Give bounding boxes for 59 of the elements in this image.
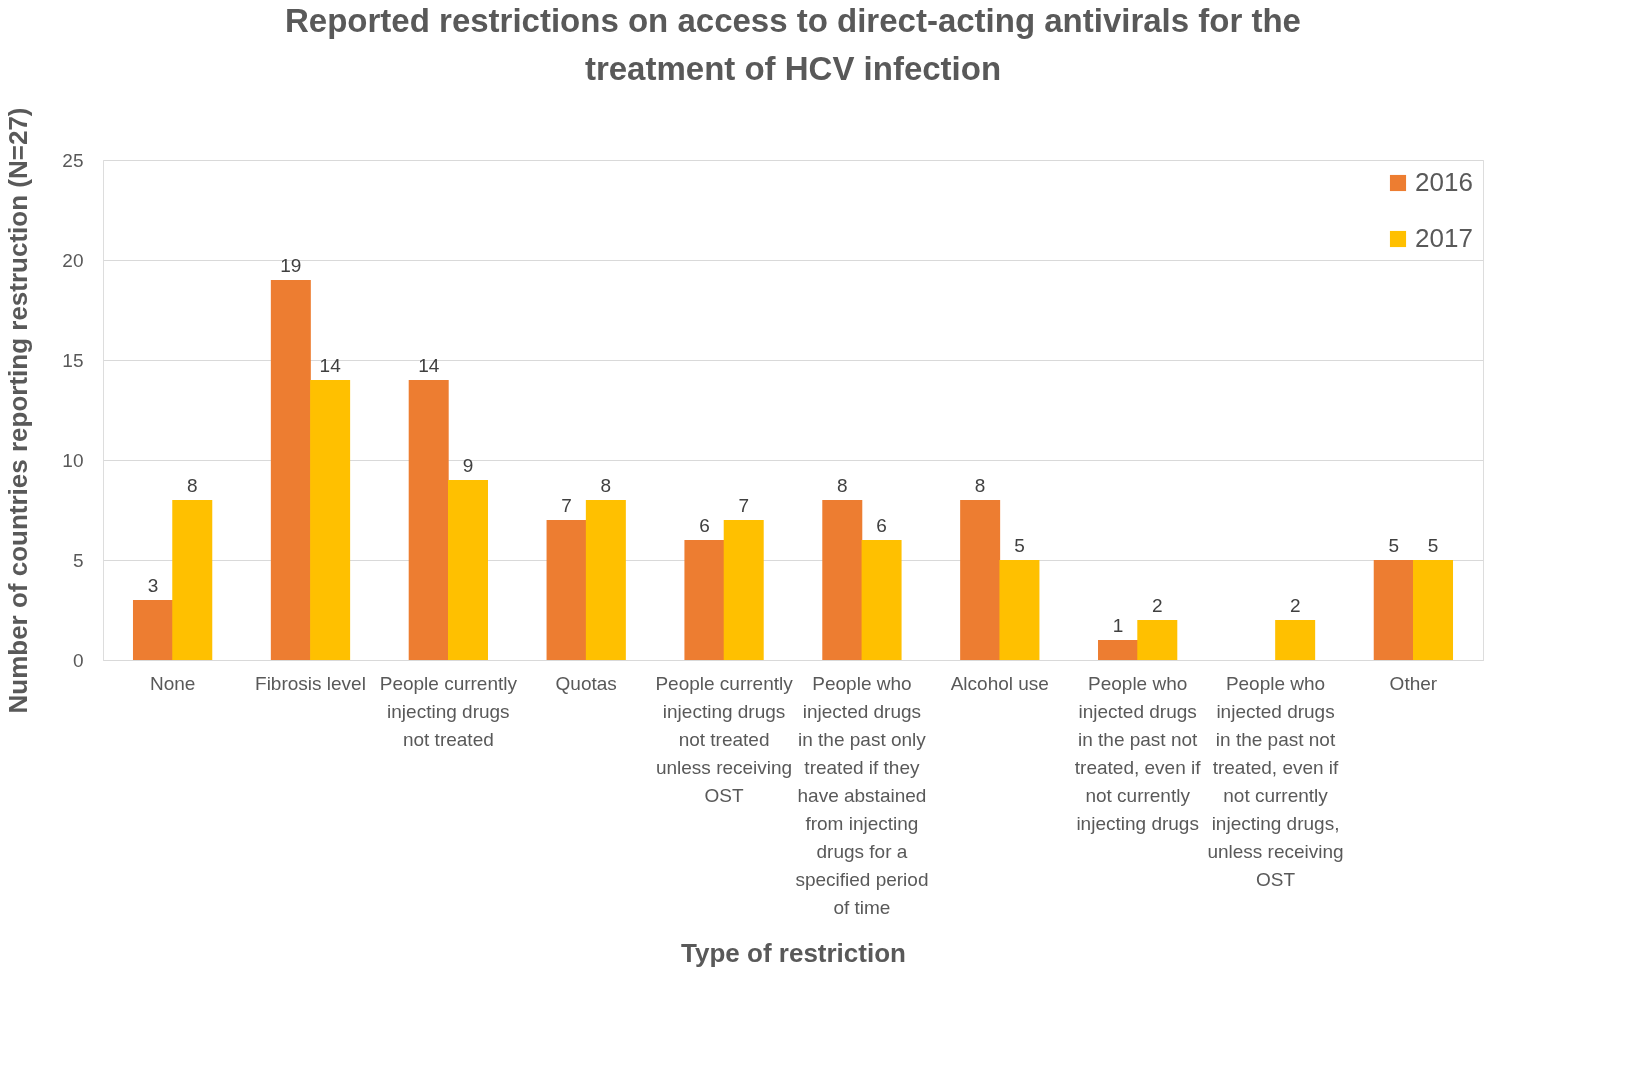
y-tick-label: 15 [62, 349, 84, 371]
data-label: 8 [974, 475, 986, 496]
legend-label: 2017 [1415, 223, 1473, 253]
bar [684, 540, 725, 660]
bar [585, 500, 626, 660]
bar [310, 380, 351, 660]
y-tick-label: 10 [62, 449, 84, 471]
bar [408, 380, 449, 660]
x-tick-label: None [149, 672, 196, 694]
bar [1137, 620, 1178, 660]
data-label: 14 [418, 355, 440, 376]
data-label: 8 [186, 475, 198, 496]
legend-label: 2016 [1415, 167, 1473, 197]
chart-title: Reported restrictions on access to direct-acting antivirals for the treatment of HCV infection [285, 1, 1301, 87]
data-label: 5 [1388, 535, 1400, 556]
bar [960, 500, 1001, 660]
y-axis-title: Number of countries reporting restruction (N=27) [3, 107, 34, 714]
bar [1275, 620, 1316, 660]
bar [270, 280, 311, 660]
x-tick-label: People who injected drugs in the past not treated, even if not currently injecting drugs [1074, 672, 1202, 834]
data-label: 6 [876, 515, 887, 536]
bar [546, 520, 587, 660]
bar [447, 480, 488, 660]
bar [822, 500, 863, 660]
data-label: 9 [462, 455, 474, 476]
data-label: 2 [1152, 595, 1163, 616]
x-tick-label: Other [1389, 672, 1438, 694]
data-label: 14 [319, 355, 342, 376]
x-tick-label: People who injected drugs in the past not treated, even if not currently injecting drugs, unless receiving OST [1207, 672, 1344, 890]
bar [132, 600, 173, 660]
data-label: 2 [1289, 595, 1301, 616]
x-tick-label: People currently injecting drugs not treated unless receiving OST [655, 672, 794, 806]
data-label: 19 [280, 255, 302, 276]
data-label: 1 [1112, 615, 1124, 636]
x-tick-label: Quotas [555, 672, 617, 694]
bar [1373, 560, 1414, 660]
bar [172, 500, 213, 660]
bar [861, 540, 902, 660]
bar [1098, 640, 1139, 660]
x-tick-label: Fibrosis level [255, 672, 366, 694]
data-label: 8 [600, 475, 612, 496]
y-tick-label: 20 [62, 249, 84, 271]
data-label: 6 [699, 515, 710, 536]
y-tick-label: 0 [72, 649, 84, 671]
y-tick-label: 5 [72, 549, 84, 571]
y-tick-label: 25 [62, 149, 84, 171]
x-tick-label: People currently injecting drugs not treated [379, 672, 518, 750]
data-label: 3 [147, 575, 159, 596]
data-label: 7 [738, 495, 749, 516]
data-label: 5 [1427, 535, 1439, 556]
category-label: People who injected drugs in the past only treated if they have abstained from injecting drugs for a specified period of time [795, 672, 929, 918]
bar [999, 560, 1040, 660]
bar [1413, 560, 1454, 660]
data-label: 5 [1014, 535, 1025, 556]
data-label: 7 [561, 495, 572, 516]
x-tick-label: Alcohol use [950, 672, 1049, 694]
bar [723, 520, 764, 660]
data-label: 8 [837, 475, 848, 496]
x-axis-title: Type of restriction [681, 937, 906, 968]
